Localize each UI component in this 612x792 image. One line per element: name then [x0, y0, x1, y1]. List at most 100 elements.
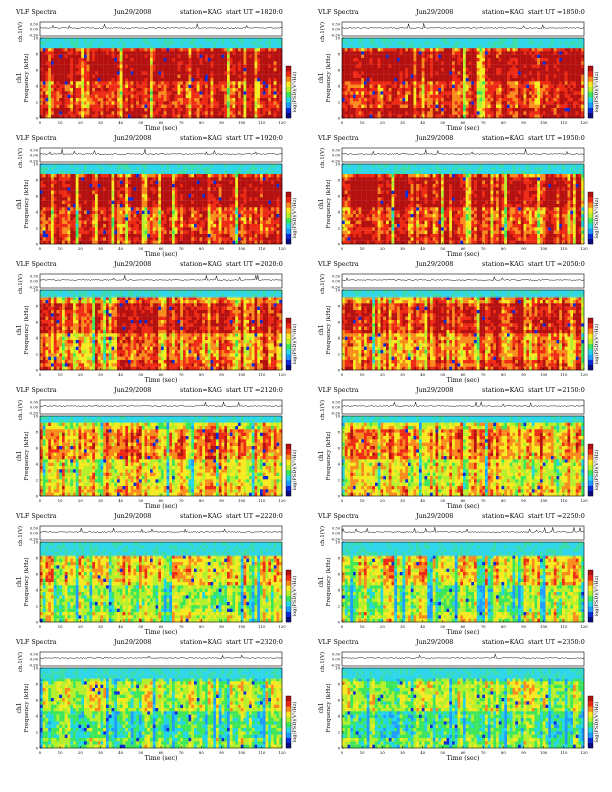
heatmap-cell	[119, 174, 123, 178]
heatmap-cell	[249, 101, 252, 105]
heatmap-cell	[553, 81, 557, 85]
heatmap-cell	[238, 78, 241, 82]
heatmap-cell	[89, 71, 93, 75]
heatmap-cell	[78, 58, 82, 62]
heatmap-cell	[174, 94, 178, 99]
heatmap-cell	[268, 111, 272, 115]
heatmap-cell	[86, 177, 90, 181]
heatmap-cell	[95, 84, 98, 89]
heatmap-cell	[454, 84, 458, 89]
heatmap-cell	[347, 54, 351, 59]
heatmap-cell	[358, 64, 362, 69]
heatmap-cell	[446, 61, 450, 65]
heatmap-cell	[271, 177, 274, 181]
heatmap-cell	[545, 94, 549, 99]
heatmap-cell	[358, 104, 362, 109]
heatmap-cell	[122, 88, 126, 92]
heatmap-cell	[482, 68, 486, 72]
heatmap-cell	[443, 48, 447, 52]
heatmap-cell	[221, 64, 225, 69]
heatmap-cell	[465, 48, 469, 52]
heatmap-cell	[361, 98, 365, 102]
heatmap-cell	[75, 54, 79, 59]
heatmap-cell	[575, 101, 579, 105]
heatmap-cell	[92, 108, 96, 112]
heatmap-cell	[399, 91, 403, 95]
heatmap-cell	[224, 71, 228, 75]
heatmap-cell	[92, 74, 96, 79]
heatmap-cell	[487, 51, 491, 55]
heatmap-cell	[581, 71, 585, 75]
heatmap-cell	[545, 48, 549, 52]
heatmap-cell	[424, 101, 428, 105]
heatmap-cell	[207, 174, 211, 178]
heatmap-cell	[75, 78, 79, 82]
heatmap-cell	[386, 111, 389, 115]
heatmap-cell	[504, 61, 508, 65]
heatmap-cell	[265, 98, 269, 102]
heatmap-cell	[564, 78, 568, 82]
heatmap-cell	[229, 177, 233, 181]
heatmap-cell	[443, 88, 447, 92]
heatmap-cell	[42, 187, 46, 191]
heatmap-cell	[224, 84, 228, 89]
heatmap-cell	[498, 114, 502, 119]
heatmap-cell	[114, 111, 118, 115]
heatmap-cell	[108, 81, 112, 85]
heatmap-cell	[493, 78, 497, 82]
heatmap-cell	[559, 74, 563, 79]
heatmap-cell	[476, 71, 480, 75]
heatmap-cell	[501, 101, 505, 105]
heatmap-cell	[42, 94, 46, 99]
heatmap-cell	[73, 88, 76, 92]
heatmap-cell	[273, 88, 277, 92]
heatmap-cell	[545, 98, 549, 102]
heatmap-cell	[150, 78, 153, 82]
heatmap-cell	[243, 180, 247, 185]
heatmap-cell	[202, 51, 206, 55]
heatmap-cell	[202, 88, 206, 92]
heatmap-cell	[394, 74, 398, 79]
heatmap-cell	[42, 78, 46, 82]
heatmap-cell	[377, 78, 381, 82]
heatmap-cell	[196, 91, 200, 95]
heatmap-cell	[199, 98, 203, 102]
heatmap-cell	[573, 88, 576, 92]
heatmap-cell	[575, 94, 579, 99]
heatmap-cell	[125, 114, 129, 119]
heatmap-cell	[205, 54, 208, 59]
heatmap-cell	[240, 78, 244, 82]
heatmap-cell	[243, 64, 247, 69]
heatmap-cell	[413, 48, 417, 52]
heatmap-cell	[260, 94, 263, 99]
heatmap-cell	[372, 74, 376, 79]
heatmap-cell	[224, 94, 228, 99]
heatmap-cell	[207, 78, 211, 82]
heatmap-cell	[188, 94, 192, 99]
heatmap-cell	[100, 174, 104, 178]
heatmap-cell	[48, 114, 52, 119]
heatmap-cell	[468, 88, 472, 92]
heatmap-cell	[251, 94, 255, 99]
heatmap-cell	[166, 108, 170, 112]
heatmap-cell	[493, 54, 497, 59]
heatmap-cell	[432, 91, 436, 95]
heatmap-cell	[254, 114, 258, 119]
heatmap-cell	[397, 94, 400, 99]
heatmap-cell	[441, 84, 444, 89]
heatmap-cell	[276, 61, 280, 65]
heatmap-cell	[485, 51, 488, 55]
heatmap-cell	[232, 54, 236, 59]
heatmap-cell	[100, 78, 104, 82]
heatmap-cell	[106, 48, 109, 52]
heatmap-cell	[452, 61, 455, 65]
heatmap-cell	[78, 174, 82, 178]
heatmap-cell	[42, 64, 46, 69]
heatmap-cell	[48, 78, 52, 82]
heatmap-cell	[416, 78, 420, 82]
heatmap-cell	[443, 78, 447, 82]
heatmap-cell	[130, 177, 134, 181]
heatmap-cell	[482, 84, 486, 89]
heatmap-cell	[59, 180, 63, 185]
heatmap-cell	[454, 104, 458, 109]
